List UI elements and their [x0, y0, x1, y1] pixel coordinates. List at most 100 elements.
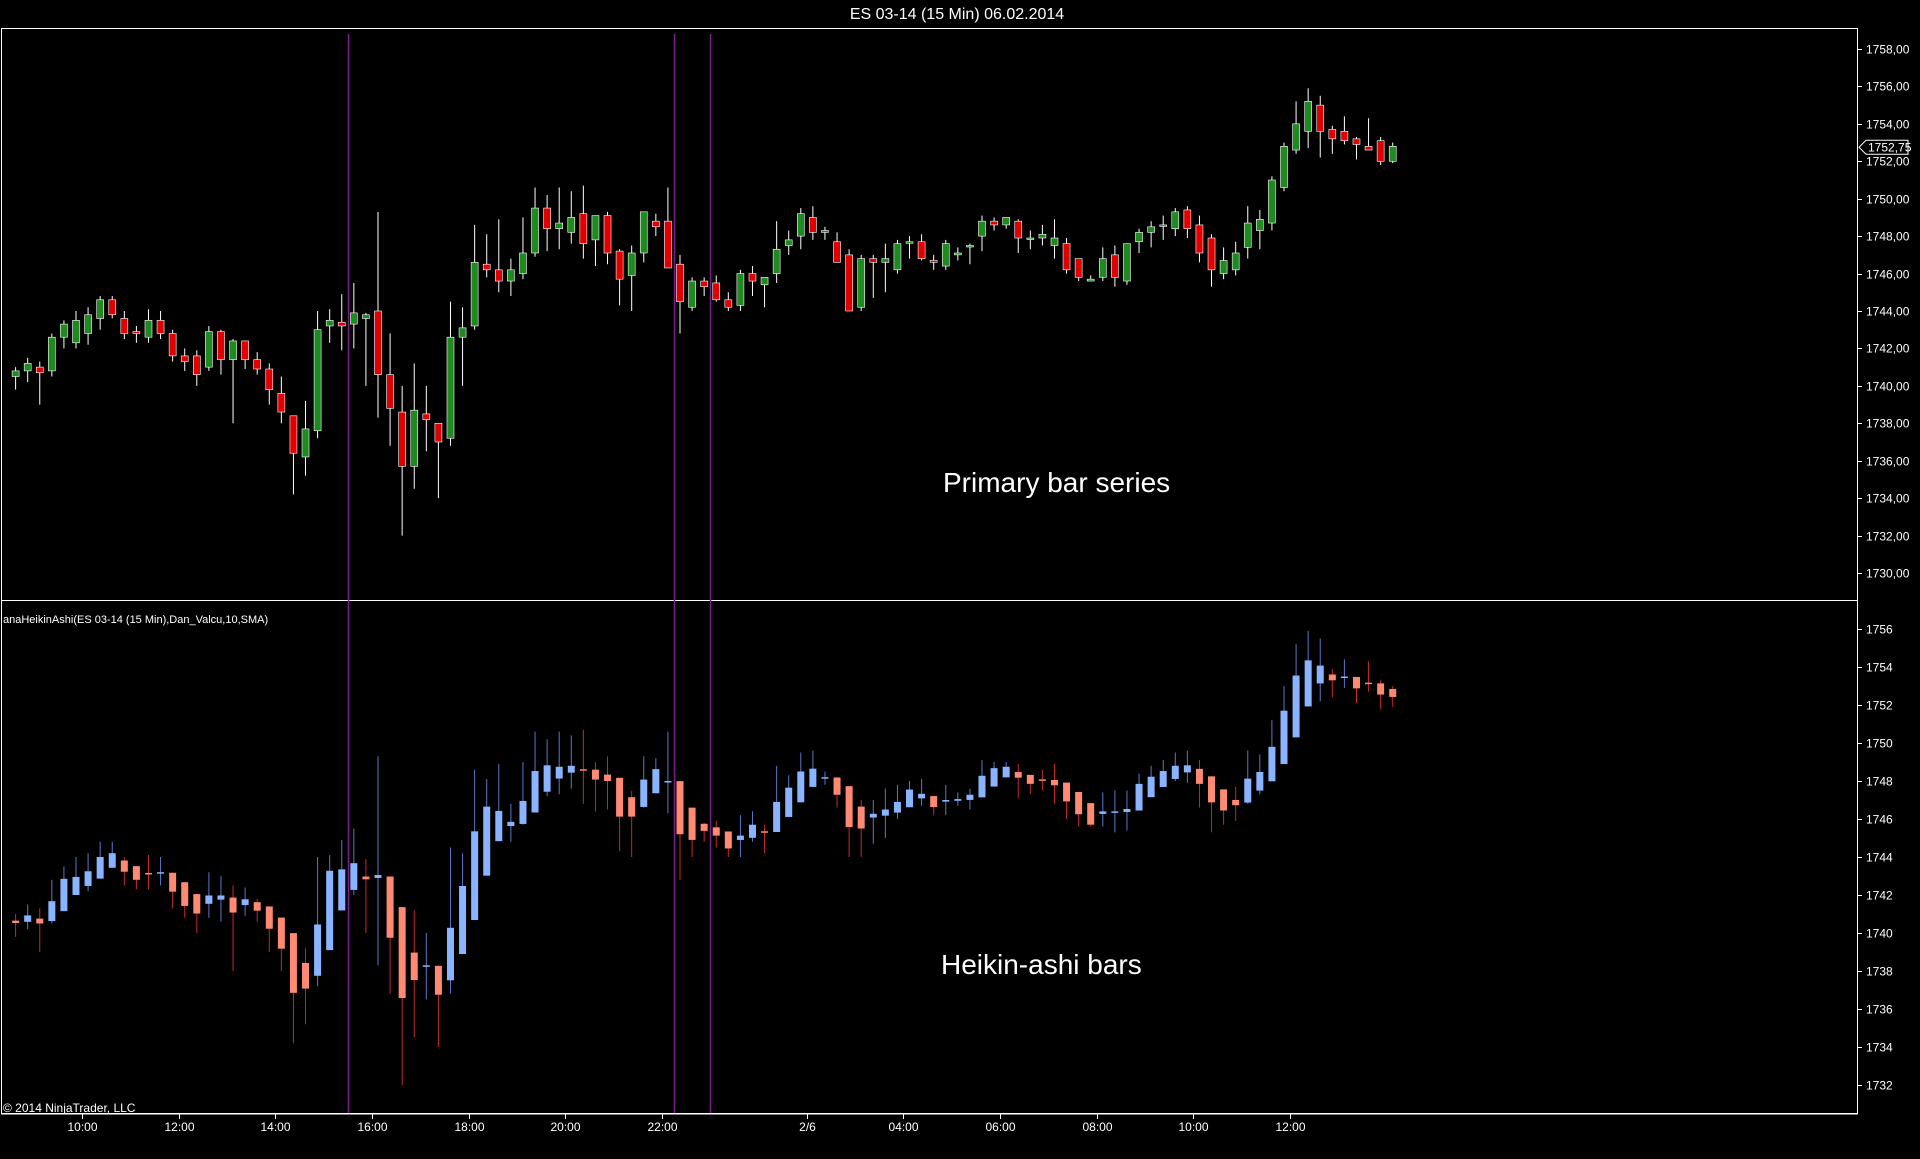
primary-candle-body — [482, 263, 491, 271]
heikin-ashi-body — [519, 800, 527, 824]
heikin-ashi-body — [954, 799, 962, 801]
primary-candle-body — [978, 220, 986, 237]
primary-candle-body — [422, 413, 431, 420]
heikin-ashi-body — [120, 860, 128, 872]
primary-candle-body — [35, 366, 44, 374]
primary-candle — [1280, 142, 1288, 192]
heikin-ashi-body — [374, 875, 382, 878]
primary-candle-body — [325, 320, 334, 327]
y-tick-label: 1744 — [1866, 851, 1893, 865]
heikin-ashi-body — [72, 876, 80, 895]
heikin-ashi-body — [821, 777, 829, 779]
primary-candle — [1352, 136, 1361, 160]
primary-candle-body — [821, 230, 829, 233]
primary-candle-body — [591, 215, 600, 241]
heikin-ashi-candle — [1268, 720, 1276, 782]
primary-candle-body — [96, 299, 104, 319]
primary-candle-body — [144, 320, 153, 338]
heikin-ashi-candle — [748, 811, 756, 842]
primary-candle — [1388, 142, 1397, 164]
heikin-ashi-candle — [495, 763, 503, 842]
heikin-ashi-body — [144, 872, 152, 875]
primary-candle — [96, 296, 104, 330]
y-tick-label: 1754 — [1866, 661, 1893, 675]
primary-candle — [796, 208, 805, 250]
primary-candle — [217, 329, 225, 375]
primary-candle-body — [229, 340, 237, 360]
y-tick-label: 1748,00 — [1866, 230, 1910, 244]
x-tick-label: 08:00 — [1082, 1120, 1112, 1134]
primary-candle-body — [579, 213, 588, 244]
heikin-ashi-candle — [36, 908, 44, 952]
primary-candle — [664, 187, 672, 269]
heikin-ashi-candle — [736, 815, 744, 857]
x-tick-label: 10:00 — [67, 1120, 97, 1134]
heikin-ashi-candle — [1232, 786, 1240, 821]
heikin-ashi-candle — [1099, 792, 1107, 827]
primary-candle — [1038, 224, 1047, 246]
primary-candle-body — [688, 280, 696, 308]
primary-candle-body — [990, 220, 998, 226]
primary-candle — [1268, 176, 1276, 231]
heikin-ashi-body — [96, 857, 104, 879]
heikin-ashi-body — [1002, 766, 1010, 778]
heikin-ashi-body — [241, 899, 249, 906]
primary-candle-body — [1002, 217, 1010, 226]
y-tick-label: 1732,00 — [1866, 530, 1910, 544]
heikin-ashi-candle — [579, 729, 587, 804]
primary-candle — [470, 224, 479, 330]
heikin-ashi-candle — [1135, 773, 1143, 811]
heikin-ashi-candle — [555, 731, 563, 795]
heikin-ashi-body — [1087, 803, 1095, 825]
heikin-ashi-candle — [688, 807, 696, 857]
heikin-ashi-candle — [12, 914, 20, 937]
heikin-ashi-candle — [326, 855, 334, 951]
heikin-ashi-body — [108, 853, 116, 868]
heikin-ashi-body — [446, 927, 454, 981]
primary-candle-body — [1195, 224, 1204, 254]
primary-candle — [1316, 95, 1325, 158]
primary-candle-body — [700, 280, 708, 287]
primary-candle — [736, 269, 745, 311]
primary-candle-body — [917, 241, 926, 259]
heikin-ashi-body — [1135, 783, 1143, 811]
y-tick-label: 1752 — [1866, 699, 1893, 713]
primary-candle — [688, 277, 696, 311]
heikin-ashi-body — [833, 777, 841, 795]
heikin-ashi-body — [1316, 665, 1324, 684]
heikin-ashi-candle — [422, 933, 430, 1000]
heikin-ashi-body — [483, 806, 491, 876]
y-tick-label: 1742 — [1866, 889, 1893, 903]
y-tick-label: 1754,00 — [1866, 118, 1910, 132]
heikin-ashi-candle — [350, 828, 358, 895]
heikin-ashi-body — [591, 769, 599, 780]
y-tick-label: 1738,00 — [1866, 417, 1910, 431]
primary-candle-body — [60, 323, 68, 338]
heikin-ashi-body — [942, 800, 950, 802]
heikin-ashi-body — [229, 897, 237, 913]
heikin-ashi-candle — [1195, 760, 1203, 808]
heikin-ashi-body — [507, 821, 515, 827]
primary-candle — [1099, 247, 1107, 282]
heikin-ashi-body — [1268, 746, 1276, 782]
primary-candle — [48, 333, 56, 377]
y-tick-label: 1734,00 — [1866, 492, 1910, 506]
y-tick-label: 1736 — [1866, 1003, 1893, 1017]
primary-candle-body — [265, 368, 274, 390]
primary-candle-body — [603, 215, 612, 254]
primary-candle — [289, 415, 298, 495]
primary-candle-body — [543, 207, 551, 229]
heikin-ashi-candle — [1389, 686, 1397, 707]
heikin-ashi-candle — [821, 771, 829, 785]
primary-candle — [603, 211, 612, 265]
primary-candle — [507, 258, 515, 297]
heikin-ashi-candle — [386, 876, 394, 994]
primary-candle — [652, 213, 660, 237]
y-tick-label: 1740,00 — [1866, 380, 1910, 394]
heikin-ashi-candle — [543, 739, 551, 797]
primary-candle — [1231, 241, 1240, 276]
primary-candle — [1074, 258, 1083, 282]
primary-candle-body — [132, 331, 141, 334]
heikin-ashi-body — [1014, 772, 1022, 778]
heikin-ashi-candle — [567, 735, 575, 789]
